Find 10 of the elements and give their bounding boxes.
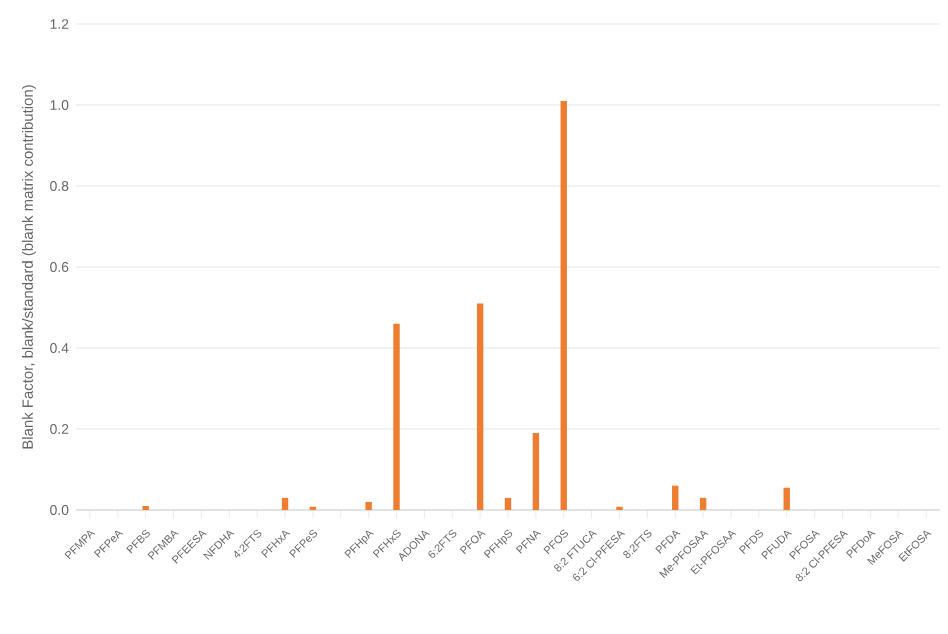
bar: [560, 100, 567, 510]
bar: [504, 497, 512, 510]
bar: [672, 485, 679, 510]
bar: [476, 303, 484, 510]
bar: [532, 433, 540, 510]
bar: [699, 497, 707, 510]
bar: [365, 501, 372, 510]
bar: [281, 497, 289, 510]
bar: [783, 487, 790, 510]
bar: [393, 323, 400, 510]
